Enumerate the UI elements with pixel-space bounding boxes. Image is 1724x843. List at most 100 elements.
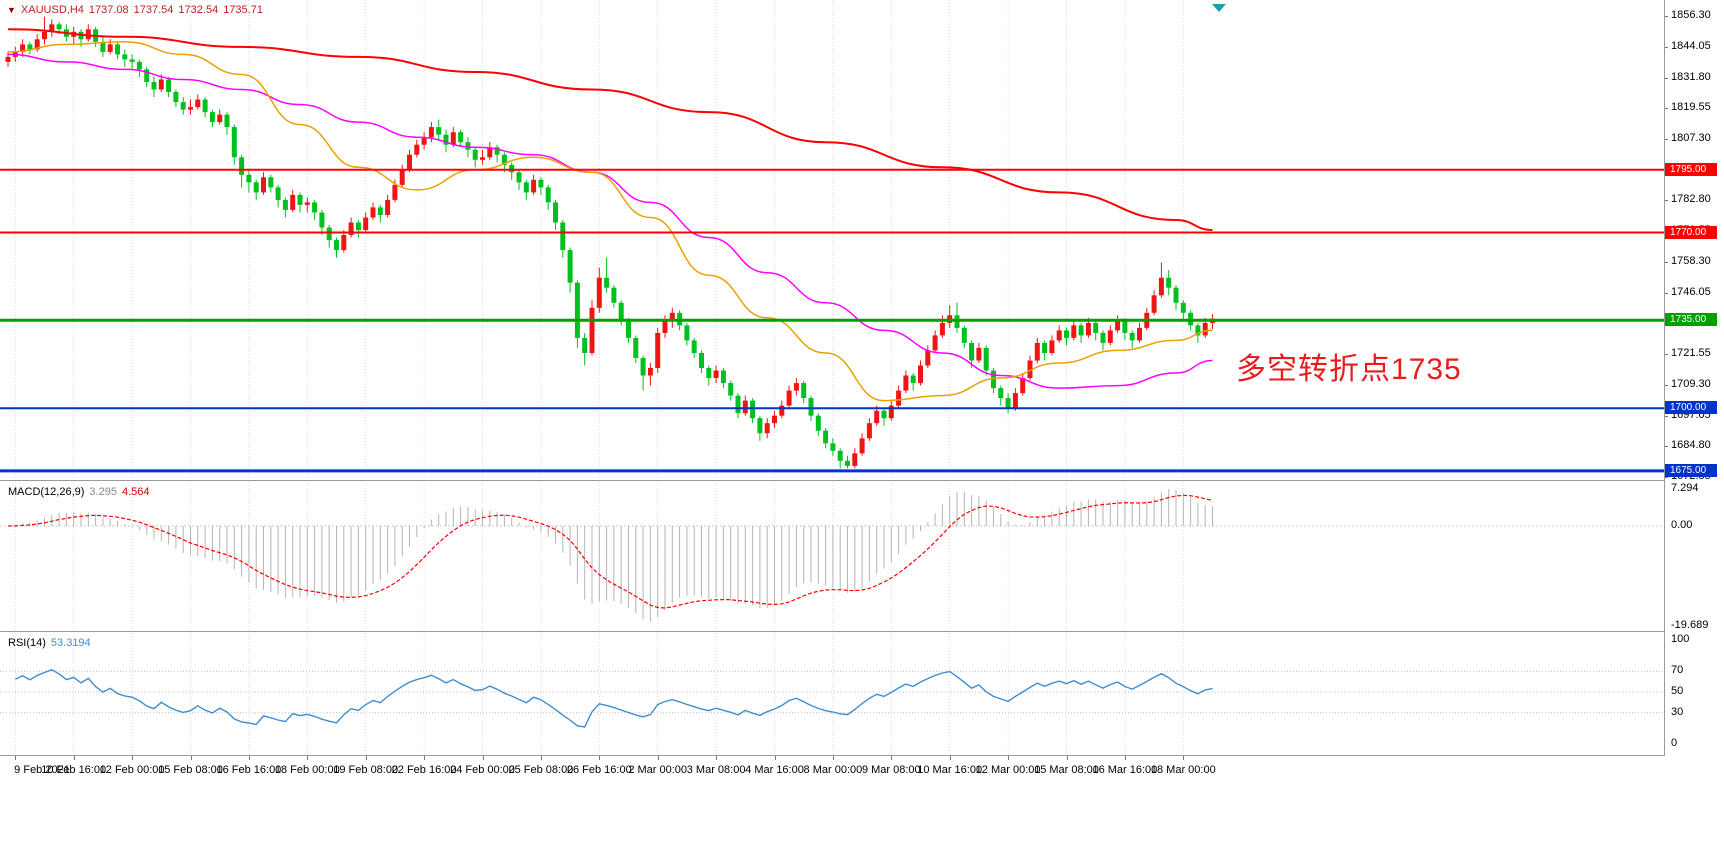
grid-lines <box>14 633 1184 755</box>
grid-lines <box>14 482 1184 631</box>
price-tick <box>1665 354 1668 356</box>
price-level-badge: 1675.00 <box>1665 463 1717 477</box>
macd-tick-label: 0.00 <box>1671 519 1693 531</box>
time-label: 15 Feb 08:00 <box>158 764 223 776</box>
price-tick-label: 1807.30 <box>1671 131 1711 144</box>
price-tick <box>1665 108 1668 110</box>
price-tick <box>1665 477 1668 478</box>
symbol-marker-icon: ▼ <box>7 5 16 15</box>
price-tick-label: 1844.05 <box>1671 39 1711 52</box>
time-tick <box>132 756 134 760</box>
ma-mid-magenta <box>7 53 1213 389</box>
rsi-tick-label: 30 <box>1671 705 1684 718</box>
time-label: 26 Feb 16:00 <box>566 764 632 776</box>
macd-panel[interactable] <box>0 482 1664 631</box>
price-level-badge: 1700.00 <box>1665 401 1717 415</box>
time-tick <box>657 756 659 760</box>
price-tick-label: 1684.80 <box>1671 439 1711 452</box>
time-label: 3 Mar 08:00 <box>686 764 746 776</box>
price-tick-label: 1721.55 <box>1671 347 1711 360</box>
ma-fast-orange <box>7 41 1213 402</box>
price-level-badge: 1770.00 <box>1665 225 1717 239</box>
macd-signal-line <box>7 494 1213 609</box>
price-tick-label: 1831.80 <box>1671 70 1711 83</box>
main-price-chart[interactable] <box>0 0 1664 480</box>
price-tick-label: 1746.05 <box>1671 285 1711 298</box>
symbol-label: XAUUSD,H4 <box>20 4 84 16</box>
time-label: 12 Mar 00:00 <box>975 764 1041 776</box>
time-tick <box>365 756 367 760</box>
rsi-tick-label: 100 <box>1671 633 1690 645</box>
price-tick <box>1665 415 1668 417</box>
time-label: 4 Mar 16:00 <box>745 764 804 776</box>
time-tick <box>832 756 834 760</box>
time-tick <box>307 756 309 760</box>
axis-divider <box>0 755 1724 756</box>
time-tick <box>891 756 893 760</box>
time-label: 16 Mar 16:00 <box>1092 764 1158 776</box>
time-tick <box>15 756 17 760</box>
panel-divider[interactable] <box>0 480 1724 481</box>
macd-tick-label: 7.294 <box>1671 482 1699 494</box>
time-tick <box>190 756 192 760</box>
time-tick <box>1183 756 1185 760</box>
time-label: 8 Mar 00:00 <box>803 764 863 776</box>
time-tick <box>248 756 250 760</box>
price-level-badge: 1795.00 <box>1665 162 1717 176</box>
time-label: 24 Feb 00:00 <box>450 764 515 776</box>
price-axis[interactable]: 1856.30 1844.05 1831.80 1819.55 1807.30 1795.… <box>1664 0 1724 756</box>
time-tick <box>1066 756 1068 760</box>
macd-name: MACD(12,26,9) <box>8 486 85 498</box>
time-label: 25 Feb 08:00 <box>508 764 574 776</box>
price-tick <box>1665 261 1668 263</box>
price-tick <box>1665 138 1668 140</box>
rsi-tick-label: 70 <box>1671 664 1684 677</box>
price-tick <box>1665 46 1668 48</box>
quote-high: 1737.54 <box>133 4 174 16</box>
time-tick <box>716 756 718 760</box>
time-label: 10 Mar 16:00 <box>917 764 983 776</box>
time-label: 9 Mar 08:00 <box>861 764 921 776</box>
time-tick <box>73 756 75 760</box>
time-label: 2 Mar 00:00 <box>628 764 688 776</box>
price-tick-label: 1709.30 <box>1671 377 1711 390</box>
time-label: 18 Feb 00:00 <box>274 764 340 776</box>
price-tick <box>1665 16 1668 17</box>
macd-histogram <box>14 489 1213 622</box>
time-label: 16 Feb 16:00 <box>216 764 282 776</box>
rsi-level-lines <box>0 670 1664 714</box>
annotation-text[interactable]: 多空转折点1735 <box>1236 353 1462 386</box>
shift-marker-icon <box>1212 4 1226 12</box>
time-axis[interactable]: 9 Feb 2021 10 Feb 16:00 12 Feb 00:00 15 Feb… <box>0 756 1724 843</box>
price-tick <box>1665 77 1668 79</box>
price-tick-label: 1819.55 <box>1671 101 1711 114</box>
price-tick-label: 1758.30 <box>1671 254 1711 267</box>
grid-lines <box>14 0 1184 480</box>
candles <box>5 16 1215 469</box>
rsi-line <box>15 669 1213 728</box>
price-tick <box>1665 200 1668 202</box>
price-tick <box>1665 292 1668 294</box>
time-label: 22 Feb 16:00 <box>391 764 457 776</box>
symbol-info-bar: ▼ XAUUSD,H4 1737.08 1737.54 1732.54 1735.71 <box>7 4 268 16</box>
rsi-panel[interactable] <box>0 633 1664 755</box>
macd-indicator-label: MACD(12,26,9) 3.295 4.564 <box>8 486 149 498</box>
quote-low: 1732.54 <box>178 4 219 16</box>
time-label: 15 Mar 08:00 <box>1034 764 1099 776</box>
ma-slow-red <box>7 28 1213 231</box>
time-label: 19 Feb 08:00 <box>333 764 399 776</box>
time-label: 18 Mar 00:00 <box>1150 764 1216 776</box>
panel-divider[interactable] <box>0 631 1724 632</box>
time-tick <box>949 756 951 760</box>
time-label: 9 Feb 2021 <box>14 764 70 776</box>
rsi-indicator-label: RSI(14) 53.3194 <box>8 637 91 649</box>
time-tick <box>540 756 542 760</box>
price-level-badge: 1735.00 <box>1665 313 1717 327</box>
macd-tick-label: -19.689 <box>1671 619 1709 631</box>
price-tick <box>1665 384 1668 386</box>
price-tick-label: 1782.80 <box>1671 193 1711 206</box>
rsi-tick-label: 50 <box>1671 685 1684 697</box>
time-tick <box>599 756 601 760</box>
time-label: 10 Feb 16:00 <box>41 764 107 776</box>
